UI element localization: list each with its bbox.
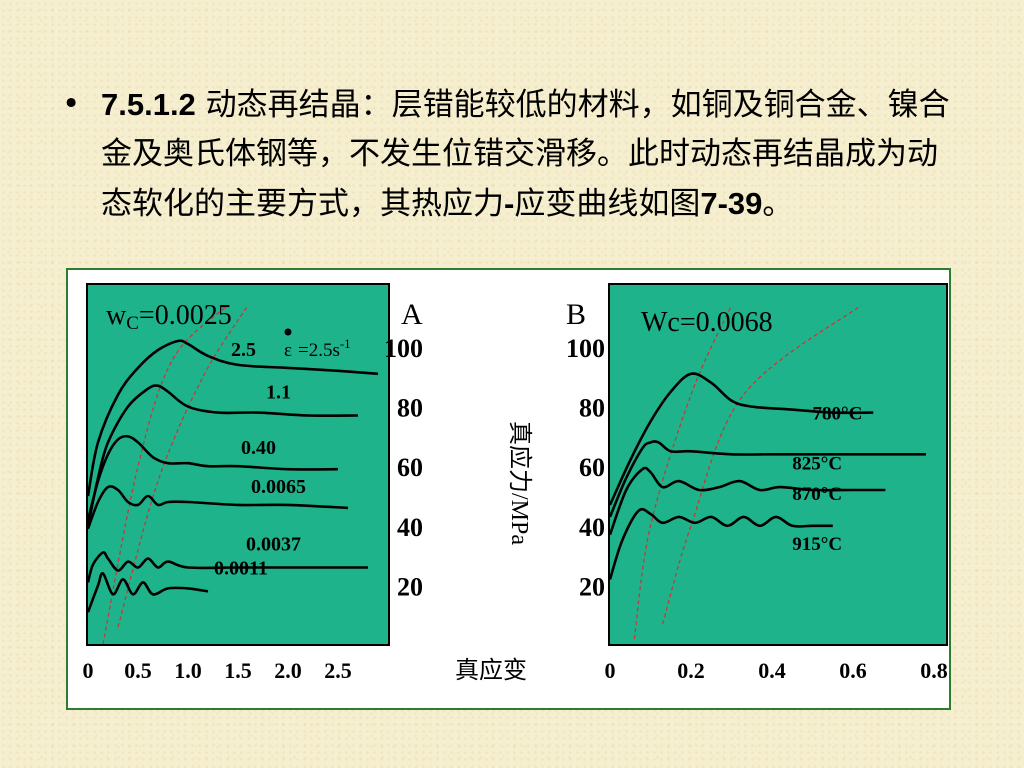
series-b-0 (608, 372, 874, 506)
y-tick-b-4: 20 (579, 572, 605, 601)
paragraph-part2: 应变曲线如图 (514, 186, 701, 222)
x-tick-a-5: 2.5 (324, 658, 352, 683)
x-tick-a-4: 2.0 (274, 658, 302, 683)
strain-rate-dot-icon (284, 328, 292, 336)
paragraph-part3: 。 (762, 186, 794, 222)
series-a-1 (86, 384, 359, 527)
composition-a-subscript: C (126, 313, 139, 334)
y-tick-b-0: 100 (566, 334, 605, 363)
guide-line-b-0 (633, 305, 733, 640)
y-tick-a-1: 80 (397, 394, 423, 423)
guide-line-a-0 (102, 304, 229, 645)
series-a-2 (86, 434, 339, 521)
series-label-a-5: 0.0011 (214, 557, 268, 579)
series-label-b-1: 825°C (792, 453, 842, 474)
x-tick-b-0: 0 (605, 658, 616, 683)
series-label-a-2: 0.40 (241, 437, 276, 459)
series-label-a-1: 1.1 (266, 382, 291, 404)
composition-a: wC=0.0025 (106, 300, 232, 334)
paragraph-part1: 动态再结晶：层错能较低的材料，如铜及铜合金、镍合金及奥氏体钢等，不发生位错交滑移… (101, 87, 950, 222)
panel-b-plot-area (608, 283, 948, 646)
panel-b-label: B (566, 298, 586, 331)
series-label-a-3: 0.0065 (251, 476, 306, 498)
series-b-2 (608, 466, 886, 536)
y-tick-b-3: 40 (579, 513, 605, 542)
x-tick-b-3: 0.6 (839, 658, 867, 683)
paragraph: 7.5.1.2 动态再结晶：层错能较低的材料，如铜及铜合金、镍合金及奥氏体钢等，… (101, 80, 962, 229)
y-tick-a-4: 20 (397, 572, 423, 601)
x-tick-b-1: 0.2 (677, 658, 705, 683)
x-tick-b-2: 0.4 (758, 658, 786, 683)
y-tick-b-1: 80 (579, 394, 605, 423)
x-tick-b-4: 0.8 (920, 658, 948, 683)
composition-a-value: =0.0025 (139, 300, 232, 331)
y-tick-a-3: 40 (397, 513, 423, 542)
x-tick-a-1: 0.5 (124, 658, 152, 683)
y-tick-b-2: 60 (579, 453, 605, 482)
series-label-a-4: 0.0037 (246, 534, 301, 556)
figure-7-39: A B wC=0.0025 ε =2.5s-1 Wc=0.0068 2.5 1.1 0… (66, 268, 951, 710)
section-number: 7.5.1.2 (101, 87, 196, 122)
panel-a-plot-area (86, 283, 390, 646)
x-tick-a-3: 1.5 (224, 658, 252, 683)
series-b-3 (608, 507, 833, 580)
y-tick-a-0: 100 (384, 334, 423, 363)
series-a-4 (86, 551, 368, 583)
series-b-1 (608, 440, 926, 518)
guide-line-b-1 (661, 304, 862, 625)
panel-a-label: A (401, 298, 423, 331)
bullet-marker: • (62, 86, 81, 122)
y-axis-label: 真应力/MPa (506, 421, 533, 545)
dashed-guides (102, 304, 862, 645)
figure-reference: 7-39 (700, 186, 763, 221)
composition-b: Wc=0.0068 (641, 307, 773, 338)
series-label-a-0: 2.5 (231, 339, 256, 361)
guide-line-a-1 (117, 304, 249, 628)
series-label-b-0: 780°C (813, 404, 863, 425)
series-label-b-2: 870°C (792, 484, 842, 505)
y-tick-a-2: 60 (397, 453, 423, 482)
strain-rate-symbol: ε (284, 340, 292, 361)
series-label-b-3: 915°C (792, 534, 842, 555)
series-a-3 (86, 485, 349, 530)
strain-rate-label: ε =2.5s-1 (284, 336, 351, 361)
slide-text: • 7.5.1.2 动态再结晶：层错能较低的材料，如铜及铜合金、镍合金及奥氏体钢… (62, 80, 962, 229)
series-a-5 (86, 572, 209, 613)
composition-a-symbol: w (106, 300, 127, 331)
strain-rate-superscript: -1 (340, 336, 351, 351)
x-axis-label: 真应变 (455, 657, 527, 684)
series-a-0 (86, 339, 379, 497)
series-layer (86, 339, 926, 613)
strain-rate-text: =2.5s (298, 340, 340, 361)
dash: - (504, 186, 515, 221)
figure-svg: A B wC=0.0025 ε =2.5s-1 Wc=0.0068 2.5 1.1 0… (66, 268, 951, 710)
x-tick-a-0: 0 (83, 658, 94, 683)
x-tick-a-2: 1.0 (174, 658, 202, 683)
